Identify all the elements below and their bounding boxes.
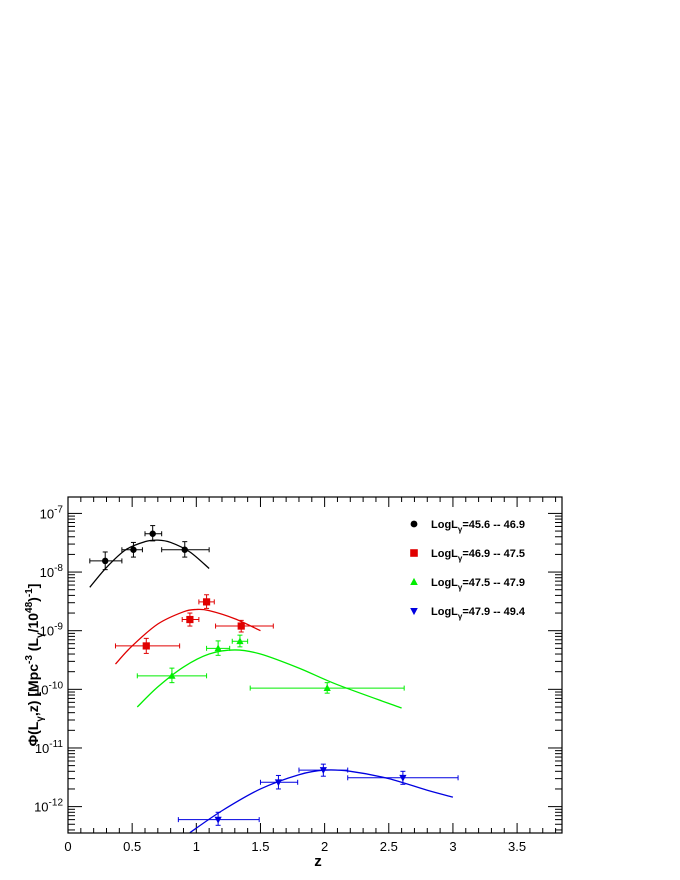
point-marker bbox=[323, 684, 331, 691]
data-point bbox=[206, 640, 231, 656]
point-marker bbox=[214, 644, 222, 652]
y-tick-label: 10-10 bbox=[34, 680, 63, 697]
data-point bbox=[181, 612, 200, 627]
legend-marker bbox=[410, 520, 418, 528]
x-axis-label: z bbox=[314, 853, 322, 870]
x-tick-label: 1 bbox=[193, 839, 200, 854]
data-point bbox=[347, 770, 459, 785]
data-point bbox=[249, 682, 405, 694]
point-marker bbox=[274, 779, 283, 787]
y-tick-label: 10-8 bbox=[40, 563, 64, 580]
data-points bbox=[89, 525, 459, 826]
x-tick-label: 0 bbox=[64, 839, 71, 854]
data-point bbox=[231, 634, 249, 648]
legend-label: LogLγ=46.9 -- 47.5 bbox=[431, 548, 525, 563]
y-tick-label: 10-11 bbox=[35, 739, 64, 756]
legend-label: LogLγ=45.6 -- 46.9 bbox=[431, 519, 525, 534]
data-point bbox=[89, 551, 123, 571]
legend-marker bbox=[410, 607, 418, 616]
point-marker bbox=[319, 767, 327, 775]
y-tick-label: 10-9 bbox=[40, 622, 64, 639]
data-point bbox=[121, 541, 143, 558]
data-point bbox=[177, 811, 260, 826]
point-marker bbox=[186, 615, 194, 624]
legend-label: LogLγ=47.9 -- 49.4 bbox=[431, 606, 526, 621]
point-marker bbox=[142, 642, 150, 650]
point-marker bbox=[149, 530, 156, 537]
point-marker bbox=[168, 671, 176, 679]
data-point bbox=[136, 667, 208, 684]
x-tick-label: 0.5 bbox=[123, 839, 141, 854]
point-marker bbox=[236, 637, 244, 645]
data-point bbox=[259, 774, 299, 790]
data-point bbox=[215, 619, 274, 633]
y-tick-label: 10-12 bbox=[34, 798, 63, 815]
fit-curve bbox=[114, 608, 261, 665]
point-marker bbox=[399, 774, 407, 782]
data-point bbox=[161, 541, 210, 558]
legend: LogLγ=45.6 -- 46.9 LogLγ=46.9 -- 47.5 LogL… bbox=[410, 519, 526, 621]
plot-frame bbox=[67, 496, 563, 834]
data-point bbox=[144, 525, 163, 542]
point-marker bbox=[237, 622, 245, 630]
x-tick-label: 2.5 bbox=[380, 839, 398, 854]
point-marker bbox=[181, 546, 189, 554]
fit-curve bbox=[89, 539, 210, 588]
data-point bbox=[198, 594, 215, 609]
x-tick-label: 2 bbox=[321, 839, 328, 854]
axes-layer: 0 0.5 1 1.5 2 2.5 3 3.5 10-12 10-11 10-10 10-9 10-8 1… bbox=[34, 497, 562, 854]
fit-curves bbox=[89, 539, 454, 833]
legend-marker bbox=[410, 549, 418, 557]
fit-curve bbox=[136, 649, 402, 709]
data-point bbox=[298, 763, 349, 777]
point-marker bbox=[202, 598, 211, 606]
x-tick-label: 1.5 bbox=[251, 839, 269, 854]
point-marker bbox=[101, 557, 109, 565]
legend-label: LogLγ=47.5 -- 47.9 bbox=[431, 577, 525, 592]
x-tick-label: 3.5 bbox=[508, 839, 526, 854]
point-marker bbox=[214, 816, 222, 824]
x-tick-label: 3 bbox=[449, 839, 456, 854]
point-marker bbox=[130, 546, 137, 554]
y-axis-label: Φ(Lγ,z) [Mpc-3 (Lγ/1048)-1] bbox=[24, 584, 46, 747]
legend-marker bbox=[410, 577, 418, 586]
data-point bbox=[114, 637, 181, 654]
fit-curve bbox=[189, 769, 454, 833]
y-tick-label: 10-7 bbox=[40, 504, 64, 521]
